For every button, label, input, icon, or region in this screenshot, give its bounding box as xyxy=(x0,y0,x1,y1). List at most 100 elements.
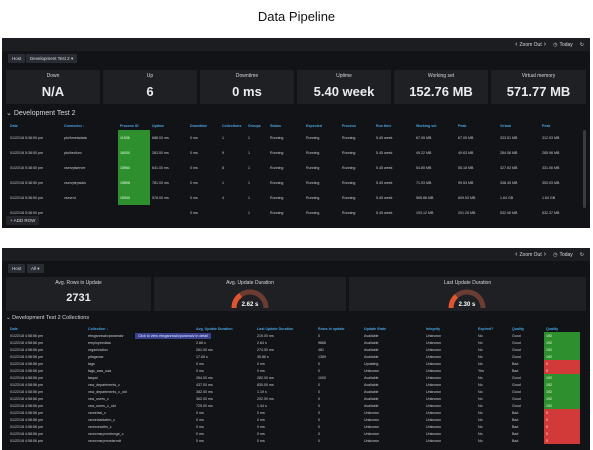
table-scrollbar[interactable] xyxy=(583,130,586,208)
chevron-left-icon[interactable]: ‹ xyxy=(515,41,518,48)
column-header[interactable]: Rows in update xyxy=(318,327,345,331)
table-row[interactable]: 01/22/18 4:58:56 pm tags_was_uaa 0 ms 0 ms 0… xyxy=(8,367,580,374)
table-cell: 2.64 s xyxy=(257,340,267,345)
table-row[interactable]: 01/22/18 4:58:56 pm vsw_users_c 362.00 ms 2… xyxy=(8,395,580,402)
table-row[interactable]: 01/22/18 5:38:50 pm vservplrpacks 15896 781… xyxy=(8,175,580,190)
table-cell: 578.00 ms xyxy=(152,195,169,200)
column-header[interactable]: Process xyxy=(342,124,356,128)
stat-value: 2731 xyxy=(66,292,91,304)
table-cell: Unknown xyxy=(426,417,441,422)
stat-panel-working-set: Working set 152.76 MB xyxy=(394,70,488,104)
table-row[interactable]: 01/22/18 4:58:56 pm vsw_users_c_old 725.00… xyxy=(8,402,580,409)
column-header[interactable]: Collection ↓ xyxy=(88,327,109,331)
table-cell: 201.25 MB xyxy=(458,210,476,215)
table-row[interactable]: 01/22/18 4:58:56 pm organization 261.00 ms… xyxy=(8,346,580,353)
zoom-out-button[interactable]: ‹ Zoom Out › xyxy=(515,41,546,48)
chevron-left-icon[interactable]: ‹ xyxy=(515,251,518,258)
table-row[interactable]: 01/22/18 5:38:50 pm vsevrrd 15940 578.00 ms… xyxy=(8,190,580,205)
clock-icon: ◷ xyxy=(553,251,558,258)
table-cell: 16000 xyxy=(118,145,150,160)
column-header[interactable]: Uptime xyxy=(152,124,165,128)
column-header[interactable]: Run time xyxy=(376,124,392,128)
table-row[interactable]: 01/22/18 4:58:56 pm tags 0 ms 0 ms 0 Updating… xyxy=(8,360,580,367)
table-row[interactable]: 01/22/18 4:58:56 pm ptlagsrow 17.65 s 35.86… xyxy=(8,353,580,360)
stat-label: Downtime xyxy=(235,73,259,79)
add-row-button[interactable]: + ADD ROW xyxy=(6,216,40,225)
table-row[interactable]: 01/22/18 4:58:56 pm vsnrelaxldafrm_c 0 ms 0… xyxy=(8,416,580,423)
table-cell: 263.00 ms xyxy=(152,150,169,155)
column-header[interactable]: Quality xyxy=(512,327,525,331)
table-row[interactable]: 01/22/18 5:38:50 pm ptolhmetadata 11936 688… xyxy=(8,130,580,145)
column-header[interactable]: Peak xyxy=(542,124,551,128)
table-cell: 282.00 ms xyxy=(257,375,274,380)
table-row[interactable]: 01/22/18 5:38:50 pm ptolhedium 16000 263.00… xyxy=(8,145,580,160)
zoom-out-button[interactable]: ‹ Zoom Out › xyxy=(515,251,546,258)
column-header[interactable]: Connector ↓ xyxy=(64,124,85,128)
host-chip[interactable]: Host xyxy=(8,54,26,63)
column-header[interactable]: Working set xyxy=(416,124,437,128)
table-cell: 532.08 MB xyxy=(500,210,518,215)
table-cell: vservplserver xyxy=(64,165,86,170)
column-header[interactable]: Date xyxy=(10,124,18,128)
table-row[interactable]: 01/22/18 4:58:56 pm vsnrcreadtm_c 0 ms 0 ms… xyxy=(8,423,580,430)
column-header[interactable]: Status xyxy=(270,124,281,128)
column-header[interactable]: Expected xyxy=(306,124,322,128)
table-cell: 0 xyxy=(318,382,320,387)
time-range-picker[interactable]: ◷ Today xyxy=(553,42,573,48)
table-cell: Running xyxy=(306,135,320,140)
table-cell: 15940 xyxy=(118,190,150,205)
column-header[interactable]: Last Update Duration xyxy=(257,327,294,331)
chevron-down-icon[interactable]: ⌄ xyxy=(6,315,11,321)
stat-value: 571.77 MB xyxy=(506,84,571,99)
table-cell: 01/22/18 4:58:56 pm xyxy=(10,438,43,443)
section-header-collections[interactable]: ⌄ Development Test 2 Collections xyxy=(6,315,89,321)
column-header[interactable]: Peak xyxy=(458,124,467,128)
table-row[interactable]: 01/22/18 4:58:56 pm ebsgsnrswkvparamaiv 21… xyxy=(8,332,580,339)
column-header[interactable]: Groups xyxy=(248,124,261,128)
table-cell: 382.00 ms xyxy=(196,389,213,394)
column-header[interactable]: Virtual xyxy=(500,124,512,128)
chevron-right-icon[interactable]: › xyxy=(543,41,547,48)
refresh-icon[interactable]: ↻ xyxy=(579,251,584,258)
table-cell: 15960 xyxy=(118,160,150,175)
table-header-row: Date Connector ↓ Process ID Uptime Downtime C… xyxy=(8,122,580,130)
table-cell: 1.19 s xyxy=(257,389,267,394)
table-row[interactable]: 01/22/18 4:58:56 pm vsw_departments_c 437.… xyxy=(8,381,580,388)
top-bar: ‹ Zoom Out › ◷ Today ↻ xyxy=(2,248,590,261)
column-header[interactable]: Downtime xyxy=(190,124,208,128)
table-row[interactable]: 01/22/18 4:58:56 pm taspal 264.00 ms 282.00… xyxy=(8,374,580,381)
column-header[interactable]: Collections xyxy=(222,124,242,128)
refresh-icon[interactable]: ↻ xyxy=(579,41,584,48)
table-row[interactable]: 01/22/18 4:58:56 pm vsnrelaxi_c 0 ms 0 ms 0 U… xyxy=(8,409,580,416)
table-row[interactable]: 01/22/18 4:58:56 pm vsnrcmsrprmdmnge_c 0 m… xyxy=(8,430,580,437)
column-header[interactable]: Process ID xyxy=(120,124,139,128)
gauge-value: 2.30 s xyxy=(459,302,476,308)
filter-select[interactable]: All ▾ xyxy=(27,264,44,273)
column-header[interactable]: Quality xyxy=(546,327,559,331)
table-row[interactable]: 01/22/18 4:58:56 pm employeedata 2.66 s 2.6… xyxy=(8,339,580,346)
table-cell: Unknown xyxy=(364,424,379,429)
table-cell: 0 xyxy=(544,430,580,437)
chevron-right-icon[interactable]: › xyxy=(543,251,547,258)
host-chip[interactable]: Host xyxy=(8,264,26,273)
column-header[interactable]: Update State xyxy=(364,327,386,331)
table-row[interactable]: 01/22/18 4:58:56 pm vsnrcmsrprmrstsrrrdt 0… xyxy=(8,437,580,444)
chevron-down-icon[interactable]: ⌄ xyxy=(6,110,12,117)
section-header-development-test-2[interactable]: ⌄ Development Test 2 xyxy=(6,109,76,117)
table-row[interactable]: 01/22/18 5:38:50 pm vservplserver 15960 641… xyxy=(8,160,580,175)
table-cell: 0 xyxy=(544,367,580,374)
table-row[interactable]: 01/22/18 4:58:56 pm vsw_departments_c_old… xyxy=(8,388,580,395)
column-header[interactable]: Expired? xyxy=(478,327,494,331)
table-cell: 192 xyxy=(544,395,580,402)
table-cell: Unknown xyxy=(426,375,441,380)
column-header[interactable]: Date xyxy=(10,327,18,331)
stat-value: 6 xyxy=(146,84,154,99)
column-header[interactable]: Integrity xyxy=(426,327,441,331)
dashboard-select[interactable]: Development Test 2 ▾ xyxy=(26,54,78,63)
table-cell: Available xyxy=(364,403,379,408)
table-cell: Running xyxy=(270,150,284,155)
table-cell: Unknown xyxy=(426,396,441,401)
column-header[interactable]: Avg. Update Duration xyxy=(196,327,233,331)
time-range-picker[interactable]: ◷ Today xyxy=(553,252,573,258)
table-row[interactable]: 01/22/18 5:38:50 pm 0 ms 1 Running Running Ru… xyxy=(8,205,580,220)
